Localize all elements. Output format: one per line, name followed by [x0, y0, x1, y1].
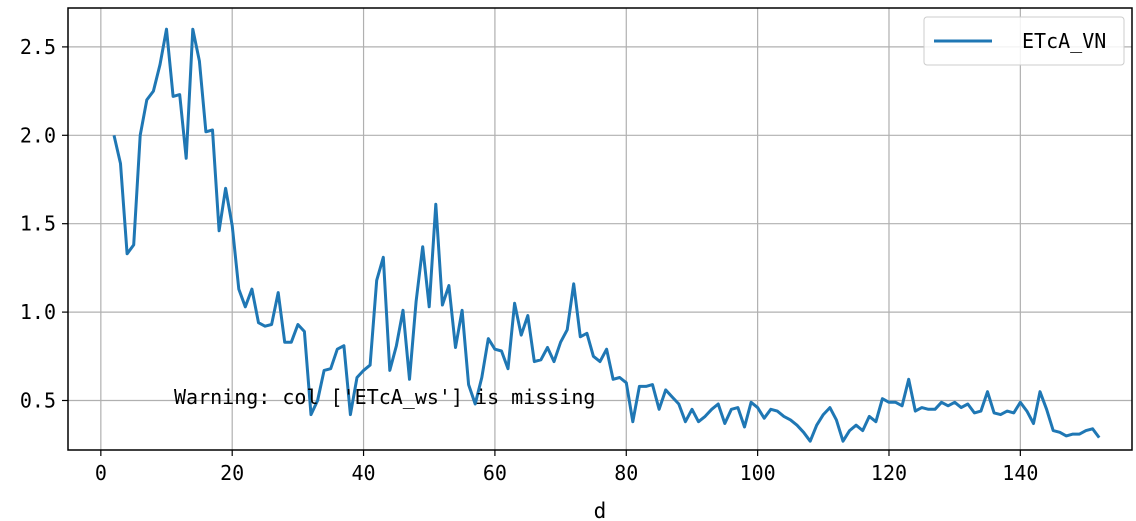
y-tick-label: 2.5	[20, 35, 56, 59]
legend-label-etca-vn: ETcA_VN	[1022, 29, 1106, 53]
y-tick-label: 1.0	[20, 300, 56, 324]
y-axis-ticks: 0.5 1.0 1.5 2.0 2.5	[20, 35, 68, 412]
plot-frame	[67, 7, 1133, 451]
y-tick-label: 0.5	[20, 388, 56, 412]
series-layer	[112, 27, 1101, 443]
legend: ETcA_VN	[923, 16, 1125, 66]
x-axis-label: d	[594, 499, 607, 521]
y-tick-label: 2.0	[20, 123, 56, 147]
x-tick-label: 40	[352, 461, 376, 485]
x-tick-label: 80	[614, 461, 638, 485]
x-tick-label: 0	[95, 461, 107, 485]
y-gridlines	[68, 46, 1132, 402]
legend-box	[923, 16, 1125, 66]
warning-annotation: Warning: col ['ETcA_ws'] is missing	[174, 385, 595, 409]
x-tick-label: 20	[220, 461, 244, 485]
x-gridlines	[100, 8, 1021, 450]
series-line-etca-vn	[112, 27, 1101, 443]
x-tick-label: 120	[871, 461, 907, 485]
x-axis-ticks: 0 20 40 60 80 100 120 140	[95, 450, 1038, 485]
x-tick-label: 100	[740, 461, 776, 485]
x-tick-label: 140	[1002, 461, 1038, 485]
y-tick-label: 1.5	[20, 212, 56, 236]
x-tick-label: 60	[483, 461, 507, 485]
